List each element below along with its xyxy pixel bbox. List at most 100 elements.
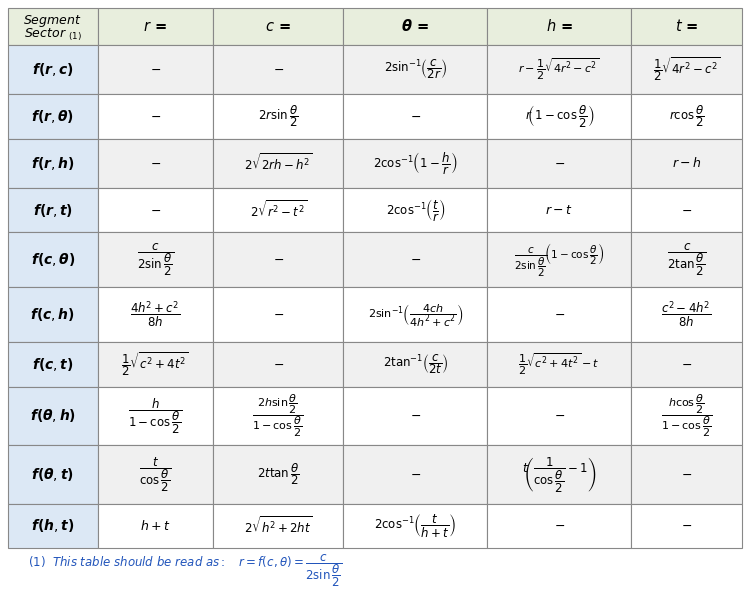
Text: $\dfrac{h}{1 - \cos\dfrac{\theta}{2}}$: $\dfrac{h}{1 - \cos\dfrac{\theta}{2}}$ [128, 396, 182, 435]
Bar [488, 386, 632, 445]
Text: $\boldsymbol{f(r,h)}$: $\boldsymbol{f(r,h)}$ [31, 155, 74, 172]
Bar [8, 386, 98, 445]
Text: $\dfrac{2h\sin\dfrac{\theta}{2}}{1 - \cos\dfrac{\theta}{2}}$: $\dfrac{2h\sin\dfrac{\theta}{2}}{1 - \co… [252, 393, 304, 439]
Text: $2\sqrt{r^2 - t^2}$: $2\sqrt{r^2 - t^2}$ [250, 199, 307, 221]
Text: $\mathbf{\mathit{h}}$ =: $\mathbf{\mathit{h}}$ = [546, 18, 573, 34]
Bar [8, 504, 98, 548]
Text: $\dfrac{t}{\cos\dfrac{\theta}{2}}$: $\dfrac{t}{\cos\dfrac{\theta}{2}}$ [139, 455, 172, 494]
Text: $2\cos^{-1}\!\left(\dfrac{t}{r}\right)$: $2\cos^{-1}\!\left(\dfrac{t}{r}\right)$ [386, 197, 446, 223]
Bar [632, 445, 742, 504]
Text: $\mathbf{\mathit{t}}$ =: $\mathbf{\mathit{t}}$ = [675, 18, 698, 34]
Bar [488, 8, 632, 45]
Bar [344, 287, 488, 342]
Bar [344, 94, 488, 139]
Bar [344, 445, 488, 504]
Bar [8, 8, 98, 45]
Bar [213, 232, 344, 287]
Bar [344, 232, 488, 287]
Text: $-$: $-$ [554, 409, 565, 422]
Text: $\mathit{Segment}$: $\mathit{Segment}$ [23, 13, 82, 30]
Text: $\dfrac{c}{2\sin\dfrac{\theta}{2}}\!\left(1 - \cos\dfrac{\theta}{2}\right)$: $\dfrac{c}{2\sin\dfrac{\theta}{2}}\!\lef… [514, 241, 604, 278]
Text: $\mathit{Sector}$ $_{(1)}$: $\mathit{Sector}$ $_{(1)}$ [24, 26, 82, 42]
Bar [8, 232, 98, 287]
Bar [632, 139, 742, 188]
Text: $r\!\left(1 - \cos\dfrac{\theta}{2}\right)$: $r\!\left(1 - \cos\dfrac{\theta}{2}\righ… [524, 103, 594, 129]
Text: $-$: $-$ [272, 253, 284, 267]
Text: $-$: $-$ [554, 519, 565, 532]
Text: $\boldsymbol{f(c,h)}$: $\boldsymbol{f(c,h)}$ [31, 306, 75, 323]
Bar [344, 188, 488, 232]
Bar [98, 287, 213, 342]
Bar [488, 504, 632, 548]
Bar [632, 8, 742, 45]
Text: $2t\tan\dfrac{\theta}{2}$: $2t\tan\dfrac{\theta}{2}$ [256, 461, 299, 487]
Text: $\boldsymbol{f(r,\theta)}$: $\boldsymbol{f(r,\theta)}$ [32, 108, 74, 125]
Bar [632, 188, 742, 232]
Bar [213, 342, 344, 386]
Text: $\dfrac{h\cos\dfrac{\theta}{2}}{1 - \cos\dfrac{\theta}{2}}$: $\dfrac{h\cos\dfrac{\theta}{2}}{1 - \cos… [661, 393, 712, 439]
Bar [632, 232, 742, 287]
Text: $-$: $-$ [149, 63, 160, 76]
Text: $2\cos^{-1}\!\left(1 - \dfrac{h}{r}\right)$: $2\cos^{-1}\!\left(1 - \dfrac{h}{r}\righ… [373, 150, 458, 176]
Bar [98, 188, 213, 232]
Bar [98, 386, 213, 445]
Bar [632, 45, 742, 94]
Bar [344, 342, 488, 386]
Bar [213, 94, 344, 139]
Text: $-$: $-$ [272, 358, 284, 371]
Text: $-$: $-$ [681, 358, 692, 371]
Bar [8, 139, 98, 188]
Text: $\boldsymbol{\theta}$ =: $\boldsymbol{\theta}$ = [401, 18, 429, 34]
Text: $2\tan^{-1}\!\left(\dfrac{c}{2t}\right)$: $2\tan^{-1}\!\left(\dfrac{c}{2t}\right)$ [382, 353, 448, 376]
Text: $\boldsymbol{f(h,t)}$: $\boldsymbol{f(h,t)}$ [32, 517, 74, 535]
Text: $(1)$  $\mathit{This\ table\ should\ be\ read\ as:}$$\quad r = f(c,\theta) = \df: $(1)$ $\mathit{This\ table\ should\ be\ … [28, 553, 343, 589]
Text: $r\cos\dfrac{\theta}{2}$: $r\cos\dfrac{\theta}{2}$ [668, 104, 704, 129]
Text: $-$: $-$ [272, 309, 284, 322]
Bar [213, 45, 344, 94]
Text: $-$: $-$ [681, 204, 692, 217]
Bar [213, 139, 344, 188]
Text: $r - h$: $r - h$ [672, 156, 701, 171]
Text: $2\sin^{-1}\!\left(\dfrac{4ch}{4h^2 + c^2}\right)$: $2\sin^{-1}\!\left(\dfrac{4ch}{4h^2 + c^… [368, 302, 463, 328]
Text: $\dfrac{1}{2}\sqrt{4r^2 - c^2}$: $\dfrac{1}{2}\sqrt{4r^2 - c^2}$ [652, 55, 721, 84]
Text: $\dfrac{c}{2\sin\dfrac{\theta}{2}}$: $\dfrac{c}{2\sin\dfrac{\theta}{2}}$ [136, 242, 174, 278]
Bar [344, 504, 488, 548]
Bar [98, 45, 213, 94]
Text: $-$: $-$ [272, 63, 284, 76]
Bar [213, 287, 344, 342]
Bar [98, 94, 213, 139]
Text: $-$: $-$ [410, 253, 421, 267]
Text: $\dfrac{1}{2}\sqrt{c^2 + 4t^2}$: $\dfrac{1}{2}\sqrt{c^2 + 4t^2}$ [122, 350, 189, 378]
Bar [8, 45, 98, 94]
Text: $2r\sin\dfrac{\theta}{2}$: $2r\sin\dfrac{\theta}{2}$ [258, 104, 299, 129]
Text: $-$: $-$ [410, 468, 421, 481]
Bar [488, 445, 632, 504]
Text: $2\sin^{-1}\!\left(\dfrac{c}{2r}\right)$: $2\sin^{-1}\!\left(\dfrac{c}{2r}\right)$ [383, 58, 447, 81]
Text: $-$: $-$ [410, 110, 421, 123]
Text: $\mathbf{\mathit{c}}$ =: $\mathbf{\mathit{c}}$ = [266, 19, 291, 34]
Bar [8, 287, 98, 342]
Bar [213, 445, 344, 504]
Bar [632, 386, 742, 445]
Bar [98, 232, 213, 287]
Bar [8, 94, 98, 139]
Text: $-$: $-$ [149, 157, 160, 170]
Bar [488, 45, 632, 94]
Bar [344, 45, 488, 94]
Bar [488, 94, 632, 139]
Text: $\boldsymbol{f(r,t)}$: $\boldsymbol{f(r,t)}$ [33, 202, 73, 219]
Bar [98, 445, 213, 504]
Text: $\dfrac{c}{2\tan\dfrac{\theta}{2}}$: $\dfrac{c}{2\tan\dfrac{\theta}{2}}$ [667, 242, 706, 278]
Bar [213, 8, 344, 45]
Text: $-$: $-$ [681, 519, 692, 532]
Text: $-$: $-$ [681, 468, 692, 481]
Bar [632, 342, 742, 386]
Bar [632, 94, 742, 139]
Text: $\dfrac{c^2 - 4h^2}{8h}$: $\dfrac{c^2 - 4h^2}{8h}$ [662, 300, 712, 330]
Text: $\dfrac{1}{2}\sqrt{c^2 + 4t^2} - t$: $\dfrac{1}{2}\sqrt{c^2 + 4t^2} - t$ [518, 352, 600, 377]
Bar [213, 504, 344, 548]
Text: $\mathbf{\mathit{r}}$ =: $\mathbf{\mathit{r}}$ = [143, 19, 167, 34]
Text: $\boldsymbol{f(\theta,h)}$: $\boldsymbol{f(\theta,h)}$ [30, 408, 76, 424]
Bar [488, 139, 632, 188]
Bar [344, 386, 488, 445]
